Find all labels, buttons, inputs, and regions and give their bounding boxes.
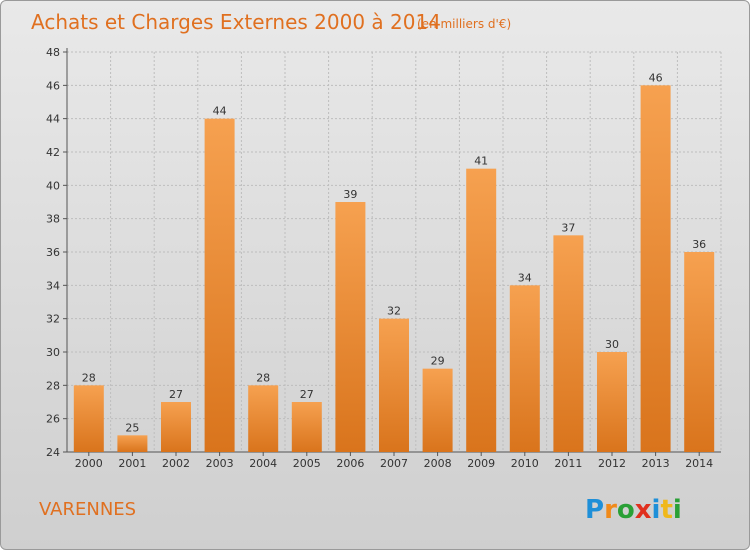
chart-subtitle: (en milliers d'€) [417, 17, 511, 31]
x-tick-label: 2014 [685, 457, 713, 470]
bar-value-label: 27 [300, 388, 314, 401]
gridlines [66, 51, 722, 453]
x-tick-label: 2009 [467, 457, 495, 470]
bar-value-label: 27 [169, 388, 183, 401]
chart-title: Achats et Charges Externes 2000 à 2014 [31, 10, 441, 34]
bar-value-label: 30 [605, 338, 619, 351]
bar-value-label: 28 [256, 371, 270, 384]
x-tick-label: 2012 [598, 457, 626, 470]
y-tick-label: 24 [46, 446, 60, 459]
x-tick-label: 2013 [642, 457, 670, 470]
y-tick-label: 44 [46, 113, 60, 126]
proxiti-logo: Proxiti [585, 495, 682, 525]
x-tick-label: 2011 [554, 457, 582, 470]
logo-letter: o [617, 495, 635, 525]
x-tick-label: 2005 [293, 457, 321, 470]
logo-letter: t [660, 495, 672, 525]
x-tick-label: 2003 [206, 457, 234, 470]
logo-letter: P [585, 495, 604, 525]
bar [509, 285, 540, 452]
y-tick-label: 34 [46, 279, 60, 292]
x-tick-label: 2000 [75, 457, 103, 470]
y-tick-label: 42 [46, 146, 60, 159]
x-tick-label: 2006 [336, 457, 364, 470]
bar [640, 85, 671, 452]
y-tick-label: 48 [46, 46, 60, 59]
x-tick-label: 2010 [511, 457, 539, 470]
data-labels: 28 25 27 44 28 27 39 32 29 41 34 37 30 46 36 [82, 71, 706, 434]
y-tick-label: 28 [46, 379, 60, 392]
y-tick-label: 36 [46, 246, 60, 259]
bar-value-label: 41 [474, 155, 488, 168]
y-tick-label: 40 [46, 179, 60, 192]
bar [422, 368, 453, 452]
bar-value-label: 32 [387, 305, 401, 318]
bar [466, 168, 497, 452]
bar-value-label: 39 [343, 188, 357, 201]
x-tick-label: 2001 [118, 457, 146, 470]
bar [161, 402, 191, 452]
y-tick-label: 32 [46, 313, 60, 326]
bar [379, 318, 409, 452]
x-tick-label: 2008 [424, 457, 452, 470]
bar-value-label: 46 [649, 71, 663, 84]
logo-letter: x [635, 495, 652, 525]
commune-name: VARENNES [39, 499, 136, 520]
bar [73, 385, 104, 452]
x-tick-label: 2004 [249, 457, 277, 470]
bar-value-label: 29 [431, 355, 445, 368]
x-tick-label: 2002 [162, 457, 190, 470]
bar [291, 402, 322, 452]
y-tick-label: 46 [46, 79, 60, 92]
bar [335, 202, 366, 452]
bar [597, 352, 627, 452]
bar-value-label: 36 [692, 238, 706, 251]
bar-value-label: 25 [125, 421, 139, 434]
bar [117, 435, 148, 452]
logo-letter: i [652, 495, 661, 525]
bars [73, 85, 715, 453]
logo-letter: r [604, 495, 617, 525]
bar-value-label: 44 [213, 105, 227, 118]
logo-letter: i [673, 495, 682, 525]
bar-value-label: 37 [561, 221, 575, 234]
y-tick-label: 30 [46, 346, 60, 359]
bar [553, 235, 584, 452]
bar-value-label: 34 [518, 271, 532, 284]
bar [684, 252, 715, 452]
x-tick-label: 2007 [380, 457, 408, 470]
bar [204, 118, 235, 453]
y-tick-label: 26 [46, 413, 60, 426]
y-tick-label: 38 [46, 213, 60, 226]
bar-value-label: 28 [82, 371, 96, 384]
axes: 24 26 28 30 32 34 36 38 40 42 44 46 48 2000 2001 2002 20… [46, 46, 721, 470]
bar [248, 385, 279, 452]
